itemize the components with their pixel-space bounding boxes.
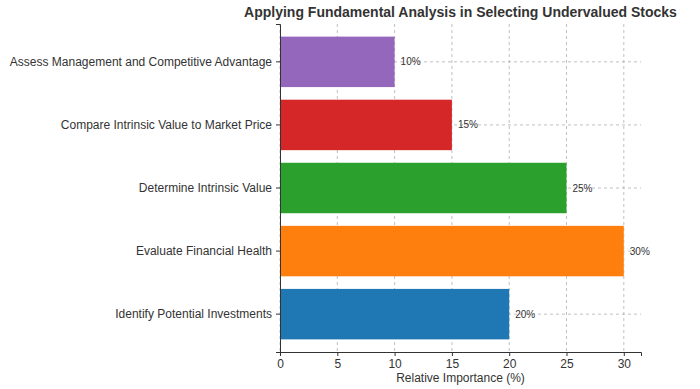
bar [280, 226, 624, 276]
tick-mark [276, 124, 280, 125]
tick-mark [452, 352, 453, 356]
tick-mark [337, 352, 338, 356]
axis-line [281, 353, 642, 357]
tick-mark [276, 188, 280, 189]
data-label: 25% [573, 183, 593, 194]
data-label: 15% [458, 119, 478, 130]
bar [280, 289, 509, 339]
x-axis: 0 5 10 15 20 25 30 [277, 352, 641, 371]
tick-label: 0 [277, 357, 284, 371]
tick: Evaluate Financial Health [136, 244, 280, 258]
tick-label: 15 [446, 357, 460, 371]
data-labels: 20% 30% 25% 15% 10% [401, 56, 650, 319]
tick-label: Assess Management and Competitive Advant… [10, 55, 272, 69]
tick: 30 [618, 352, 632, 371]
bar [280, 163, 567, 213]
tick: Assess Management and Competitive Advant… [10, 55, 280, 69]
tick-label: Compare Intrinsic Value to Market Price [61, 118, 273, 132]
bars [280, 37, 624, 340]
tick: 10 [388, 352, 402, 371]
tick: 20 [503, 352, 517, 371]
tick: 5 [334, 352, 341, 371]
tick-mark [276, 251, 280, 252]
tick-label: Evaluate Financial Health [136, 244, 272, 258]
tick-mark [276, 314, 280, 315]
plot: 20% 30% 25% 15% 10% 0 5 10 15 20 25 30 Identify Pote… [10, 24, 650, 371]
tick: 0 [277, 352, 284, 371]
tick-mark [395, 352, 396, 356]
bar [280, 100, 452, 150]
chart: 20% 30% 25% 15% 10% 0 5 10 15 20 25 30 Identify Pote… [0, 0, 700, 389]
tick: Determine Intrinsic Value [139, 181, 280, 195]
tick: 25 [560, 352, 574, 371]
tick-label: Determine Intrinsic Value [139, 181, 272, 195]
tick: 15 [446, 352, 460, 371]
axis-title: Relative Importance (%) [396, 371, 525, 385]
data-label: 20% [515, 309, 535, 320]
tick-label: 20 [503, 357, 517, 371]
tick-mark [624, 352, 625, 356]
tick-label: 10 [388, 357, 402, 371]
tick-mark [276, 61, 280, 62]
bar [280, 37, 395, 87]
grid [280, 24, 641, 352]
tick-mark [509, 352, 510, 356]
tick: Compare Intrinsic Value to Market Price [61, 118, 280, 132]
data-label: 30% [630, 246, 650, 257]
tick-label: Identify Potential Investments [115, 307, 272, 321]
data-label: 10% [401, 56, 421, 67]
axis-line [276, 25, 281, 353]
tick-label: 30 [618, 357, 632, 371]
tick-label: 5 [334, 357, 341, 371]
title: Applying Fundamental Analysis in Selecti… [244, 4, 677, 20]
y-axis: Identify Potential Investments Evaluate F… [10, 25, 281, 353]
tick-mark [567, 352, 568, 356]
tick: Identify Potential Investments [115, 307, 280, 321]
tick-label: 25 [560, 357, 574, 371]
